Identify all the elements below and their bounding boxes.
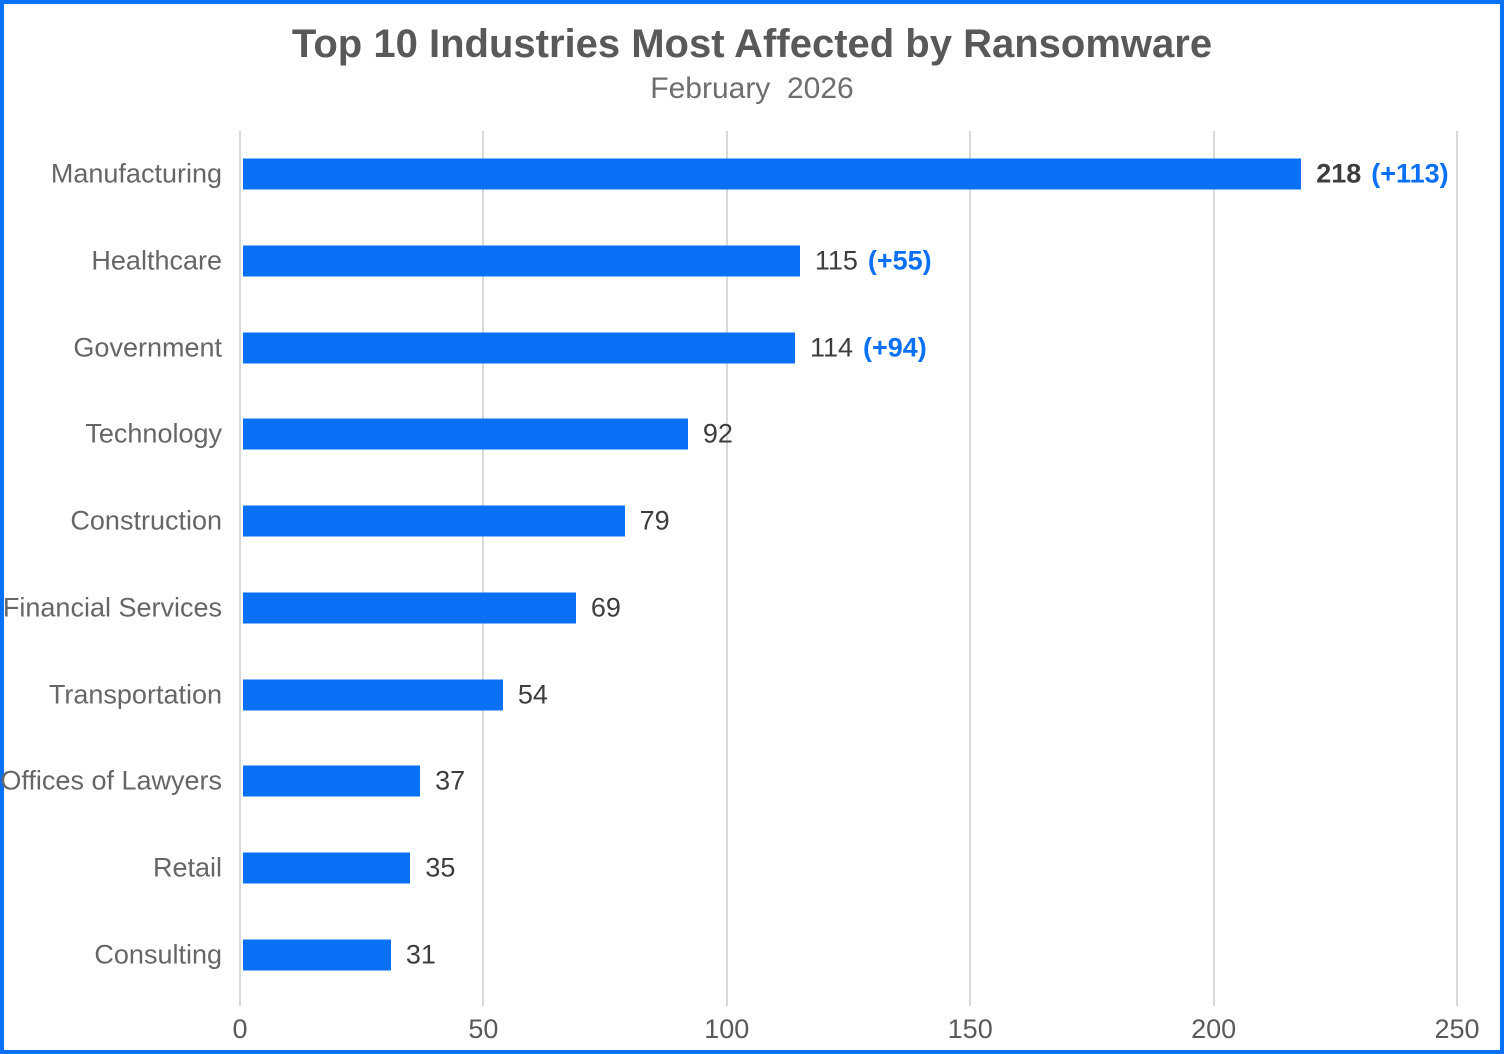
value-group-financial-services: 69 [591,592,621,623]
gridline-250 [1456,131,1458,1006]
delta-label-manufacturing: (+113) [1371,158,1449,189]
value-label-offices-of-lawyers: 37 [435,765,466,796]
chart-row-government: Government 114 (+94) [73,304,1457,391]
category-label-retail: Retail [152,852,222,883]
value-label-retail: 35 [425,852,456,883]
chart-row-financial-services: Financial Services 69 [3,565,1457,652]
value-group-construction: 79 [640,506,670,537]
bar-technology [243,418,688,450]
delta-label-healthcare: (+55) [867,245,932,276]
chart-title: Top 10 Industries Most Affected by Ranso… [291,22,1213,66]
value-group-healthcare: 115 (+55) [815,246,932,277]
value-label-financial-services: 69 [590,592,621,623]
value-label-manufacturing: 218 [1316,158,1362,189]
chart-row-manufacturing: Manufacturing 218 (+113) [51,131,1457,218]
bar-consulting [243,939,391,971]
category-label-healthcare: Healthcare [91,245,222,276]
bar-financial-services [243,592,576,624]
delta-label-government: (+94) [862,332,927,363]
category-label-government: Government [73,332,222,363]
value-group-retail: 35 [425,852,455,883]
category-label-technology: Technology [85,418,222,449]
bar-retail [243,852,411,884]
category-label-offices-of-lawyers: Offices of Lawyers [0,765,222,796]
category-label-financial-services: Financial Services [2,592,222,623]
category-label-construction: Construction [70,505,222,536]
x-tick-label-150: 150 [947,1014,993,1044]
value-label-construction: 79 [639,505,670,536]
gridline-100 [725,131,728,1006]
bar-government [243,332,795,364]
value-group-technology: 92 [703,419,733,450]
value-label-technology: 92 [702,418,733,449]
gridline-50 [482,131,485,1006]
category-label-manufacturing: Manufacturing [50,158,222,189]
value-label-consulting: 31 [405,939,436,970]
category-label-transportation: Transportation [48,679,222,710]
bar-construction [243,505,625,537]
value-group-government: 114 (+94) [810,332,927,363]
bar-offices-of-lawyers [243,765,421,797]
x-tick-label-0: 0 [232,1014,248,1044]
chart-row-retail: Retail 35 [153,825,1457,912]
chart-row-offices-of-lawyers: Offices of Lawyers 37 [0,738,1457,825]
value-label-healthcare: 115 [814,245,858,276]
value-group-consulting: 31 [406,939,436,970]
value-group-offices-of-lawyers: 37 [435,766,465,797]
plot-area: 0 50 100 150 200 250 Manufacturing 218 (+113) Hea… [0,131,1480,1044]
category-label-consulting: Consulting [94,939,222,970]
bar-manufacturing [243,158,1302,190]
chart-row-construction: Construction 79 [70,478,1457,565]
value-label-government: 114 [809,332,853,363]
value-group-transportation: 54 [518,679,548,710]
bar-healthcare [243,245,800,277]
chart-subtitle: February 2026 [650,72,854,105]
bar-transportation [243,679,503,711]
chart-row-technology: Technology 92 [85,391,1457,478]
value-group-manufacturing: 218 (+113) [1316,159,1448,190]
x-tick-label-50: 50 [468,1014,499,1044]
gridline-0 [239,131,241,1006]
x-tick-label-200: 200 [1191,1014,1237,1044]
value-label-transportation: 54 [517,679,548,710]
x-tick-label-100: 100 [704,1014,750,1044]
x-tick-label-250: 250 [1434,1014,1480,1044]
gridline-200 [1212,131,1215,1006]
chart-row-healthcare: Healthcare 115 (+55) [91,218,1457,305]
chart-row-transportation: Transportation 54 [49,651,1457,738]
chart-row-consulting: Consulting 31 [94,911,1457,998]
gridline-150 [969,131,972,1006]
